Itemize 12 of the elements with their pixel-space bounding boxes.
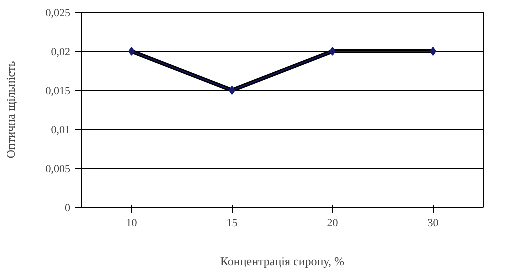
x-tick-label: 15 [226,218,238,230]
y-tick-label: 0,01 [51,124,70,136]
y-tick-label: 0,015 [46,86,71,98]
x-axis-title: Концентрація сиропу, % [220,254,344,268]
y-tick-label: 0,02 [51,46,70,58]
y-tick-label: 0,025 [46,8,71,20]
y-axis-title: Оптична щільність [4,60,18,159]
x-tick-label: 20 [327,218,339,230]
y-tick-label: 0 [65,202,71,214]
x-tick-label: 10 [126,218,138,230]
x-tick-label: 30 [428,218,440,230]
y-tick-label: 0,005 [46,164,71,176]
